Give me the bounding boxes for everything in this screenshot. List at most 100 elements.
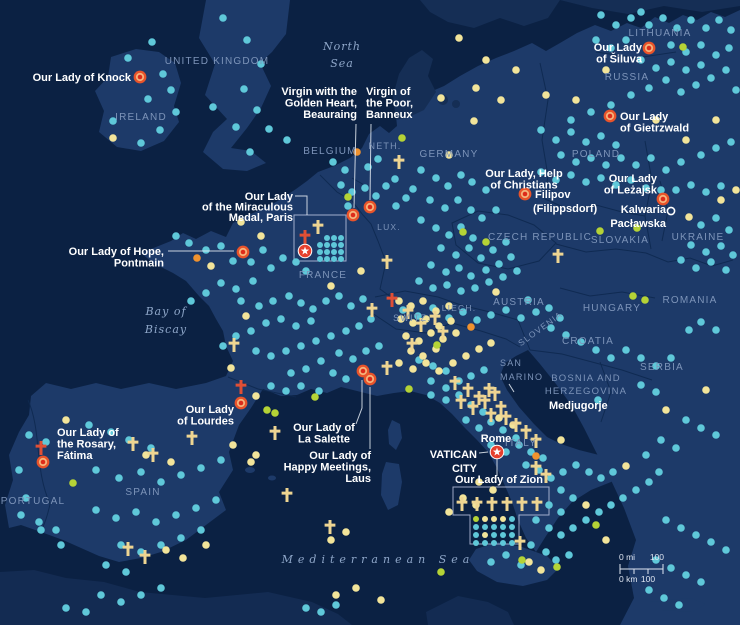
- marian-site-dot: [525, 558, 533, 566]
- marian-site-dot: [592, 36, 600, 44]
- marian-site-dot: [257, 60, 265, 68]
- country-label-germany: GERMANY: [420, 149, 479, 160]
- marian-site-dot: [259, 246, 267, 254]
- marian-site-dot: [405, 385, 413, 393]
- apparition-marker-pontmain[interactable]: [236, 245, 250, 259]
- apparition-marker-laus[interactable]: [363, 372, 377, 386]
- marian-site-dot: [172, 511, 180, 519]
- apparition-marker-beauraing[interactable]: [346, 208, 360, 222]
- marian-site-dot: [445, 151, 453, 159]
- apparition-marker-filipov[interactable]: [518, 187, 532, 201]
- marian-site-dot: [342, 375, 350, 383]
- apparition-marker-fatima[interactable]: [36, 455, 50, 469]
- scale-km-100: 100: [641, 574, 655, 584]
- callout-banneux[interactable]: Virgin of the Poor, Banneux: [366, 86, 413, 121]
- star-marker-rome[interactable]: [489, 444, 505, 460]
- star-marker-paris[interactable]: [297, 243, 313, 259]
- callout-help-of-christians[interactable]: Our Lady, Help of Christians: [485, 168, 563, 192]
- callout-vatican-city[interactable]: VATICAN CITY: [430, 449, 478, 475]
- callout-medjugorje[interactable]: Medjugorje: [549, 400, 608, 412]
- marian-site-dot: [467, 272, 475, 280]
- marian-site-dot: [409, 185, 417, 193]
- marian-site-dot: [422, 315, 430, 323]
- callout-pontmain[interactable]: Our Lady of Hope, Pontmain: [69, 246, 165, 270]
- marian-site-dot: [582, 516, 590, 524]
- marian-site-dot: [722, 266, 730, 274]
- marian-site-dot: [677, 256, 685, 264]
- marian-site-dot: [632, 486, 640, 494]
- marian-site-dot: [697, 221, 705, 229]
- marian-site-dot: [512, 66, 520, 74]
- callout-lourdes[interactable]: Our Lady of Lourdes: [177, 404, 235, 428]
- callout-filipov[interactable]: Filipov: [535, 189, 571, 201]
- marian-site-dot: [202, 541, 210, 549]
- apparition-marker-banneux[interactable]: [363, 200, 377, 214]
- marian-site-dot: [397, 315, 405, 323]
- cluster-grid-dot: [338, 242, 344, 248]
- shrine-cross-gold: [127, 437, 139, 451]
- callout-siluva[interactable]: Our Lady of Šiluva: [594, 42, 643, 66]
- callout-beauraing[interactable]: Virgin with the Golden Heart, Beauraing: [281, 86, 357, 121]
- apparition-marker-gietrzwald[interactable]: [603, 109, 617, 123]
- callout-zion[interactable]: Our Lady of Zion: [455, 474, 543, 486]
- callout-la-salette[interactable]: Our Lady of La Salette: [293, 422, 355, 446]
- callout-gietrzwald[interactable]: Our Lady of Gietrzwald: [620, 111, 689, 135]
- callout-lezajsk[interactable]: Our Lady of Leżajsk: [604, 173, 658, 197]
- marian-site-dot: [468, 178, 476, 186]
- shrine-cross-gold: [381, 361, 393, 375]
- callout-kalwaria[interactable]: Kalwaria: [621, 204, 667, 216]
- cluster-grid-dot: [473, 540, 479, 546]
- marian-site-dot: [427, 329, 435, 337]
- marian-site-dot: [332, 601, 340, 609]
- marian-site-dot: [717, 196, 725, 204]
- shrine-cross-gold: [228, 338, 240, 352]
- callout-fatima[interactable]: Our Lady of the Rosary, Fátima: [57, 427, 119, 462]
- marian-site-dot: [567, 116, 575, 124]
- marian-site-dot: [167, 86, 175, 94]
- callout-laus[interactable]: Our Lady of Happy Meetings, Laus: [284, 450, 372, 485]
- border-line: [374, 290, 462, 306]
- callout-knock[interactable]: Our Lady of Knock: [33, 72, 132, 84]
- marian-site-dot: [652, 362, 660, 370]
- callout-miraculous-medal[interactable]: Our Lady of the Miraculous Medal, Paris: [202, 191, 294, 224]
- marian-site-dot: [457, 287, 465, 295]
- marian-site-dot: [542, 548, 550, 556]
- open-circle-marker-kalwaria-paclawska[interactable]: [666, 206, 676, 216]
- marian-site-dot: [677, 158, 685, 166]
- cluster-grid-dot: [473, 516, 479, 522]
- marian-site-dot: [582, 178, 590, 186]
- marian-site-dot: [667, 564, 675, 572]
- cluster-grid-dot: [482, 532, 488, 538]
- leader-lines: [168, 123, 515, 476]
- shrine-cross-gold: [479, 395, 491, 409]
- marian-site-dot: [192, 504, 200, 512]
- marian-site-dot: [707, 538, 715, 546]
- marian-site-dot: [287, 369, 295, 377]
- marian-site-dot: [22, 494, 30, 502]
- marian-site-dot: [712, 326, 720, 334]
- marian-site-dot: [712, 116, 720, 124]
- shrine-cross-gold: [324, 520, 336, 534]
- marian-site-dot: [594, 396, 602, 404]
- marian-site-dot: [597, 11, 605, 19]
- shrine-cross-gold: [552, 249, 564, 263]
- callout-rome[interactable]: Rome: [481, 433, 512, 445]
- cluster-grid-dot: [338, 249, 344, 255]
- marian-site-dot: [209, 103, 217, 111]
- sea-label-mediterranean-sea: Mediterranean Sea: [281, 553, 475, 566]
- shrine-cross-gold: [147, 448, 159, 462]
- callout-paclawska[interactable]: Pacławska: [610, 218, 667, 230]
- marian-site-dot: [552, 556, 560, 564]
- country-label-san-marino: SAN MARINO: [500, 358, 543, 382]
- border-line: [555, 243, 647, 254]
- apparition-marker-lourdes[interactable]: [234, 396, 248, 410]
- apparition-marker-siluva[interactable]: [642, 41, 656, 55]
- apparition-marker-lezajsk[interactable]: [656, 192, 670, 206]
- border-line: [227, 376, 297, 398]
- callout-filippsdorf[interactable]: (Filippsdorf): [533, 203, 597, 215]
- marian-site-dot: [633, 224, 641, 232]
- cluster-grid-dot: [509, 524, 515, 530]
- apparition-marker-knock[interactable]: [133, 70, 147, 84]
- marian-site-dot: [502, 448, 510, 456]
- marian-site-dot: [359, 295, 367, 303]
